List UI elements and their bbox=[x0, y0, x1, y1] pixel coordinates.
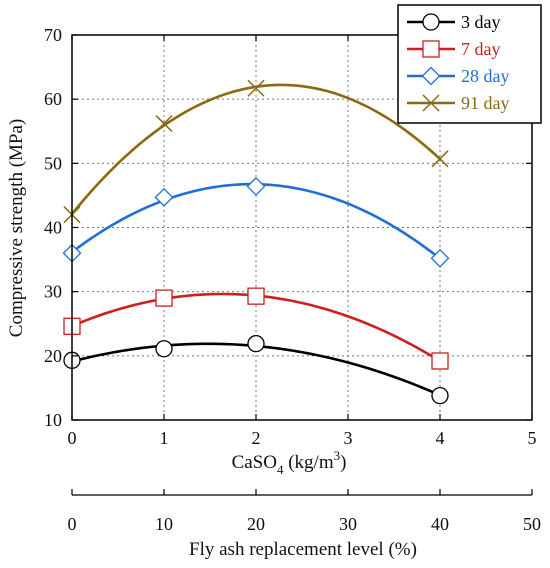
legend-marker-28-day bbox=[421, 66, 441, 86]
data-point-91-day bbox=[155, 115, 173, 133]
y-tick-label: 30 bbox=[44, 282, 62, 302]
x-tick-label: 2 bbox=[252, 428, 261, 448]
data-point-7-day bbox=[247, 287, 265, 305]
data-point-3-day bbox=[155, 340, 173, 358]
legend-label-91-day: 91 day bbox=[461, 93, 510, 113]
x-axis-title-unit: (kg/m bbox=[283, 452, 333, 473]
data-point-28-day bbox=[154, 187, 174, 207]
legend-marker-91-day bbox=[422, 94, 440, 112]
legend-label-7-day: 7 day bbox=[461, 39, 501, 59]
secondary-x-axis-title: Fly ash replacement level (%) bbox=[189, 539, 417, 560]
secondary-x-tick-label: 20 bbox=[247, 514, 265, 534]
data-point-28-day bbox=[430, 248, 450, 268]
axis-ticks: 0 1 2 3 4 5 10 20 30 40 50 60 70 bbox=[44, 25, 537, 448]
x-axis-title: CaSO4 (kg/m3) bbox=[232, 448, 347, 477]
trend-curve-91-day bbox=[70, 83, 441, 215]
x-tick-label: 0 bbox=[68, 428, 77, 448]
x-tick-label: 4 bbox=[436, 428, 445, 448]
x-tick-label: 1 bbox=[160, 428, 169, 448]
x-axis-title-superscript: 3 bbox=[334, 448, 341, 463]
data-point-3-day bbox=[431, 386, 449, 405]
x-tick-label: 3 bbox=[344, 428, 353, 448]
x-axis-title-unit-close: ) bbox=[340, 452, 346, 473]
secondary-x-tick-label: 40 bbox=[431, 514, 449, 534]
legend: 3 day 7 day 28 day 91 day bbox=[397, 4, 542, 124]
data-point-7-day bbox=[155, 289, 173, 307]
data-point-7-day bbox=[431, 352, 449, 370]
data-point-91-day bbox=[247, 79, 265, 97]
legend-label-3-day: 3 day bbox=[461, 12, 501, 32]
x-tick-label: 5 bbox=[528, 428, 537, 448]
x-axis-title-subscript: 4 bbox=[277, 462, 284, 477]
y-tick-label: 40 bbox=[44, 218, 62, 238]
y-tick-label: 60 bbox=[44, 89, 62, 109]
y-tick-label: 70 bbox=[44, 25, 62, 45]
y-tick-label: 50 bbox=[44, 153, 62, 173]
x-axis-title-main: CaSO bbox=[232, 452, 277, 473]
legend-marker-3-day bbox=[422, 13, 440, 31]
secondary-axis-ticks: 0 10 20 30 40 50 bbox=[68, 489, 541, 534]
legend-label-28-day: 28 day bbox=[461, 66, 510, 86]
data-point-28-day bbox=[246, 177, 266, 196]
data-markers bbox=[62, 79, 450, 405]
secondary-x-tick-label: 30 bbox=[339, 514, 357, 534]
y-tick-label: 10 bbox=[44, 410, 62, 430]
data-point-3-day bbox=[247, 334, 265, 353]
data-point-91-day bbox=[431, 150, 449, 168]
legend-marker-7-day bbox=[422, 40, 440, 58]
y-tick-label: 20 bbox=[44, 346, 62, 366]
secondary-x-tick-label: 50 bbox=[523, 514, 541, 534]
secondary-x-tick-label: 0 bbox=[68, 514, 77, 534]
y-axis-title: Compressive strength (MPa) bbox=[6, 119, 27, 337]
secondary-x-tick-label: 10 bbox=[155, 514, 173, 534]
